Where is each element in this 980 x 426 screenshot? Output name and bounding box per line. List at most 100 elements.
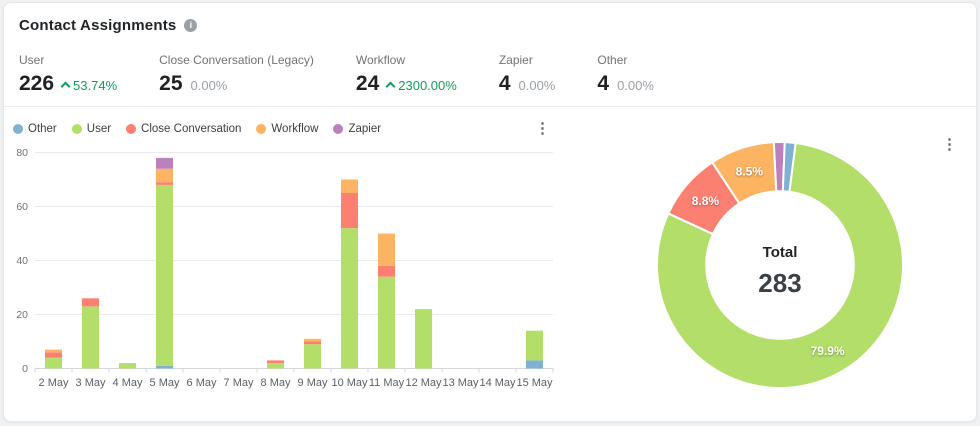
x-axis-label-4-may: 4 May — [113, 377, 143, 389]
bar-segment-user[interactable] — [267, 363, 284, 369]
bar-segment-user[interactable] — [378, 276, 395, 369]
bar-segment-close-conversation[interactable] — [82, 298, 99, 307]
donut-center-label: Total — [763, 244, 798, 261]
legend-item-user[interactable]: User — [71, 123, 112, 135]
stat-label: Workflow — [355, 53, 406, 67]
stat-label: Other — [597, 53, 628, 67]
stat-label: User — [19, 53, 45, 67]
legend-dot-user-icon — [71, 124, 82, 134]
legend-item-close-conversation[interactable]: Close Conversation — [126, 123, 241, 135]
trend-up-icon — [385, 81, 396, 92]
stat-value: 4 — [597, 72, 610, 95]
stat-change: 0.00% — [190, 78, 228, 93]
legend-dot-other-icon — [13, 124, 23, 134]
bar-segment-user[interactable] — [82, 306, 99, 369]
stat-value: 4 — [498, 72, 511, 95]
bar-segment-workflow[interactable] — [156, 168, 173, 183]
x-axis-label-15-may: 15 May — [516, 377, 553, 389]
stat-close-conversation-legacy: Close Conversation (Legacy) 25 0.00% — [159, 53, 314, 106]
y-axis-label-0: 0 — [22, 363, 28, 375]
bar-segment-zapier[interactable] — [156, 157, 173, 169]
bar-9-may[interactable] — [304, 338, 321, 369]
bar-segment-user[interactable] — [341, 228, 358, 369]
x-axis-label-8-may: 8 May — [261, 377, 291, 389]
bar-chart-legend: Other User Close Conversation Workflow Z… — [13, 120, 579, 138]
bar-segment-user[interactable] — [156, 184, 173, 366]
bar-segment-close-conversation[interactable] — [156, 182, 173, 185]
legend-dot-zapier-icon — [333, 124, 344, 134]
legend-label: Workflow — [271, 123, 319, 135]
y-axis-label-40: 40 — [16, 255, 28, 267]
donut-chart-panel: 79.9% 8.8% 8.5% Total 283 — [579, 107, 976, 419]
donut-percent-label-workflow: 8.5% — [736, 164, 764, 178]
bar-segment-other[interactable] — [156, 365, 173, 369]
bar-segment-workflow[interactable] — [341, 179, 358, 194]
bar-segment-user[interactable] — [526, 330, 543, 361]
donut-percent-label-user: 79.9% — [811, 344, 845, 358]
legend-dot-workflow-icon — [256, 124, 267, 134]
donut-slice-other[interactable] — [781, 141, 797, 193]
bar-segment-user[interactable] — [304, 344, 321, 369]
x-axis-label-14-may: 14 May — [479, 377, 516, 389]
bar-5-may[interactable] — [156, 157, 173, 369]
bar-8-may[interactable] — [267, 360, 284, 369]
bar-segment-close-conversation[interactable] — [45, 352, 62, 358]
donut-center-value: 283 — [758, 268, 801, 298]
bar-segment-close-conversation[interactable] — [267, 360, 284, 364]
bar-2-may[interactable] — [45, 349, 62, 369]
bar-12-may[interactable] — [415, 309, 432, 369]
bar-segment-close-conversation[interactable] — [341, 193, 358, 229]
trend-up-icon — [60, 81, 71, 92]
x-axis-label-6-may: 6 May — [187, 377, 217, 389]
stat-change: 0.00% — [617, 78, 654, 93]
bar-10-may[interactable] — [341, 179, 358, 369]
bar-chart-panel: Other User Close Conversation Workflow Z… — [4, 107, 579, 419]
legend-label: Other — [28, 123, 57, 135]
legend-dot-close-conversation-icon — [126, 124, 137, 134]
donut-percent-label-close-conversation: 8.8% — [692, 194, 720, 208]
x-axis-label-9-may: 9 May — [298, 377, 328, 389]
x-axis-label-11-may: 11 May — [369, 377, 405, 389]
bar-segment-workflow[interactable] — [378, 233, 395, 266]
donut-chart: 79.9% 8.8% 8.5% Total 283 — [656, 141, 904, 389]
bar-3-may[interactable] — [82, 298, 99, 369]
legend-label: Zapier — [348, 123, 382, 135]
legend-label: User — [86, 123, 112, 135]
x-axis-label-3-may: 3 May — [76, 377, 106, 389]
x-axis-label-12-may: 12 May — [405, 377, 442, 389]
stat-value: 24 — [355, 72, 380, 95]
x-axis-label-5-may: 5 May — [150, 377, 180, 389]
stat-change: 0.00% — [518, 78, 556, 93]
bar-11-may[interactable] — [378, 233, 395, 369]
stat-zapier: Zapier 4 0.00% — [499, 53, 556, 106]
stacked-bar-chart: 80 60 40 20 0 2 May 3 May 4 May 5 May 6 May 7 May 8… — [16, 147, 554, 389]
legend-item-other[interactable]: Other — [13, 123, 57, 135]
bar-15-may[interactable] — [526, 330, 543, 369]
stat-user: User 226 53.74% — [19, 53, 117, 106]
bar-4-may[interactable] — [119, 363, 136, 369]
legend-label: Close Conversation — [141, 123, 242, 135]
bar-segment-workflow[interactable] — [45, 349, 62, 353]
bar-segment-workflow[interactable] — [304, 338, 321, 342]
bar-segment-close-conversation[interactable] — [378, 265, 395, 277]
stats-row: User 226 53.74% Close Conversation (Lega… — [4, 34, 976, 107]
stat-other: Other 4 0.00% — [597, 53, 654, 106]
bar-chart-menu-icon[interactable] — [530, 121, 555, 137]
legend-item-workflow[interactable]: Workflow — [256, 123, 318, 135]
y-axis-label-60: 60 — [16, 201, 28, 213]
info-icon[interactable] — [184, 19, 198, 32]
bar-segment-close-conversation[interactable] — [304, 341, 321, 345]
bar-segment-other[interactable] — [526, 360, 543, 369]
card-header: Contact Assignments — [4, 3, 976, 34]
donut-slice-user[interactable] — [656, 141, 904, 389]
page-title: Contact Assignments — [19, 17, 177, 34]
donut-chart-menu-icon[interactable] — [937, 137, 962, 153]
stat-change: 53.74% — [60, 78, 117, 93]
bar-segment-user[interactable] — [119, 363, 136, 369]
y-axis-label-20: 20 — [16, 309, 28, 321]
charts-row: Other User Close Conversation Workflow Z… — [4, 107, 976, 419]
bar-segment-user[interactable] — [45, 357, 62, 369]
stat-value: 226 — [19, 72, 55, 95]
legend-item-zapier[interactable]: Zapier — [333, 123, 381, 135]
bar-segment-user[interactable] — [415, 309, 432, 369]
